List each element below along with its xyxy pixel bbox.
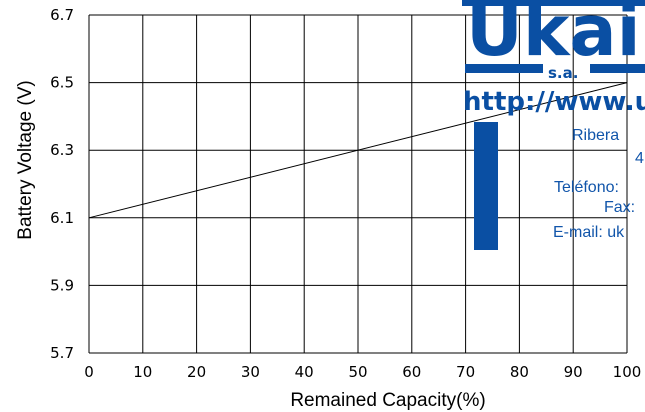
x-axis-title: Remained Capacity(%) [290,390,485,411]
watermark-bar-top [462,0,645,6]
x-tick-label: 50 [348,363,367,381]
x-tick-label: 70 [456,363,475,381]
series-line-0 [88,82,628,219]
watermark-line-5: E-mail: uk [553,224,625,241]
watermark-url: http://www.u [463,87,645,117]
watermark-bar-left [465,64,543,73]
y-tick-label: 6.1 [50,209,74,227]
y-tick-label: 6.7 [50,6,74,24]
x-tick-label: 60 [402,363,421,381]
watermark: Ukai s.a. http://www.u Ribera 4 Teléfono… [462,0,645,250]
y-tick-label: 5.9 [50,276,74,294]
x-tick-label: 30 [241,363,260,381]
y-tick-label: 6.3 [50,141,74,159]
watermark-line-2: 4 [635,150,644,167]
watermark-sub: s.a. [548,64,578,82]
x-tick-label: 100 [613,363,642,381]
y-tick-label: 6.5 [50,74,74,92]
y-axis-title: Battery Voltage (V) [15,80,36,239]
watermark-logo: Ukai [466,0,641,72]
x-tick-label: 10 [133,363,152,381]
watermark-stripe [474,122,498,250]
y-tick-label: 5.7 [50,344,74,362]
series-layer [88,82,628,219]
watermark-line-1: Ribera [572,127,619,144]
x-tick-label: 20 [187,363,206,381]
watermark-line-3: Teléfono: [554,179,619,196]
watermark-bar-right [590,64,645,73]
tick-labels: 0 10 20 30 40 50 60 70 80 90 100 6.7 6.5 6.3 6.1 5.9 5.7 [50,6,641,381]
x-tick-label: 40 [295,363,314,381]
x-tick-label: 90 [564,363,583,381]
watermark-line-4: Fax: [604,199,635,216]
x-tick-label: 0 [84,363,94,381]
x-tick-label: 80 [510,363,529,381]
